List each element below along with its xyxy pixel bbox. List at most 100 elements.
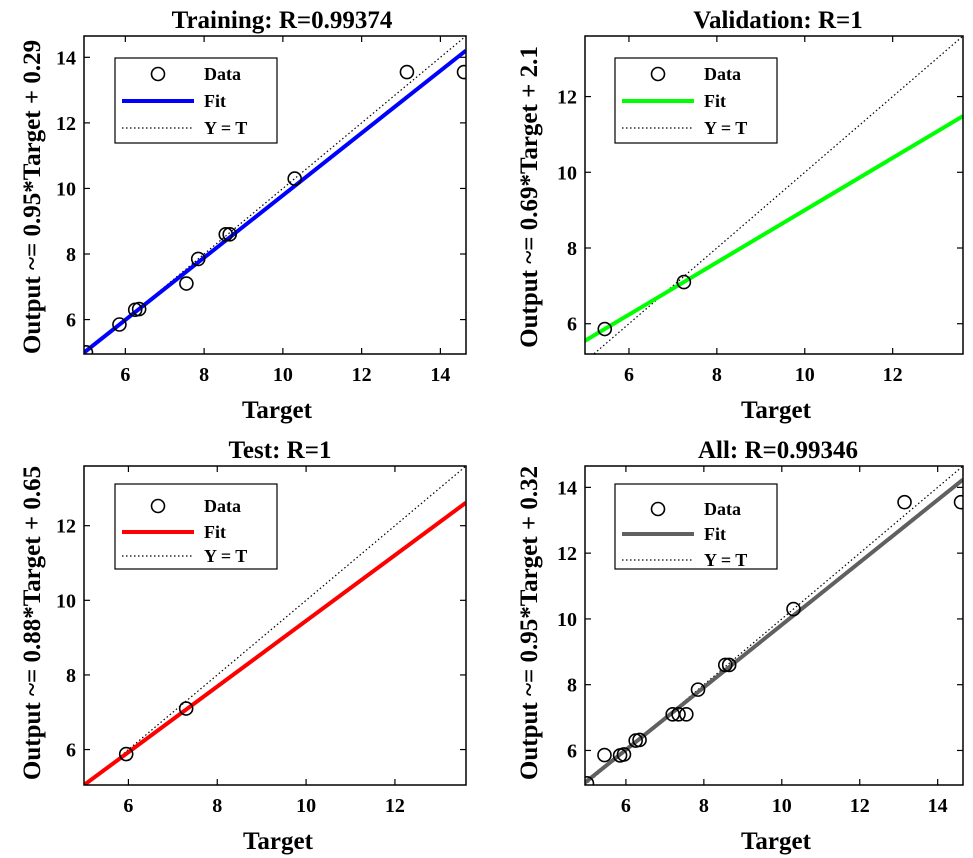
x-tick-label: 12 xyxy=(352,364,372,386)
plot-content xyxy=(585,466,963,785)
plot-content xyxy=(84,36,466,354)
legend: Data Fit Y = T xyxy=(114,483,278,570)
x-axis-label: Target xyxy=(243,828,314,855)
legend-data-marker xyxy=(150,498,166,514)
y-tick-label: 8 xyxy=(66,665,76,687)
data-point xyxy=(179,276,194,291)
data-point xyxy=(222,227,238,242)
data-point xyxy=(721,657,737,673)
legend: Data Fit Y = T xyxy=(114,57,278,144)
y-tick-label: 14 xyxy=(557,477,577,499)
y-tick-label: 6 xyxy=(66,310,76,332)
y-tick-label: 10 xyxy=(557,609,577,631)
y-tick-label: 12 xyxy=(56,516,76,538)
data-point xyxy=(178,701,194,716)
x-tick-label: 12 xyxy=(385,795,405,817)
data-point xyxy=(953,494,963,510)
y-tick-label: 14 xyxy=(56,47,76,69)
x-tick-label: 6 xyxy=(624,364,634,386)
legend-fit-label: Fit xyxy=(704,91,726,111)
panel-title: All: R=0.99346 xyxy=(698,437,858,464)
x-tick-label: 10 xyxy=(273,364,293,386)
data-point xyxy=(287,171,302,186)
x-tick-label: 10 xyxy=(296,795,316,817)
y-tick-label: 12 xyxy=(56,113,76,135)
y-tick-label: 6 xyxy=(567,314,577,336)
x-tick-label: 8 xyxy=(712,364,722,386)
x-tick-label: 14 xyxy=(928,795,948,817)
x-tick-label: 6 xyxy=(123,795,133,817)
x-axis-label: Target xyxy=(242,397,313,424)
x-tick-label: 6 xyxy=(621,795,631,817)
data-point xyxy=(597,321,613,337)
x-tick-label: 10 xyxy=(772,795,792,817)
data-point xyxy=(118,746,134,762)
panel-title: Test: R=1 xyxy=(229,437,332,464)
data-point xyxy=(679,706,694,722)
data-point xyxy=(456,64,466,80)
y-tick-label: 12 xyxy=(557,543,577,565)
axes-box xyxy=(584,465,964,786)
identity-line xyxy=(585,466,963,785)
identity-line xyxy=(84,36,466,354)
legend-fit-label: Fit xyxy=(204,522,226,542)
y-axis-label: Output ~= 0.95*Target + 0.29 xyxy=(19,40,46,354)
x-tick-label: 8 xyxy=(199,364,209,386)
legend-box xyxy=(114,483,278,570)
legend-fit-label: Fit xyxy=(704,524,726,544)
legend-data-label: Data xyxy=(204,496,241,516)
y-axis-label: Output ~= 0.95*Target + 0.32 xyxy=(516,466,543,780)
axes-box xyxy=(83,35,467,355)
x-axis-label: Target xyxy=(741,397,812,424)
identity-line xyxy=(85,466,466,785)
y-axis-label: Output ~= 0.69*Target + 2.1 xyxy=(516,46,543,348)
data-point xyxy=(786,601,801,617)
plot-content xyxy=(84,466,466,785)
x-axis-label: Target xyxy=(741,828,812,855)
data-point xyxy=(897,494,912,510)
y-tick-label: 10 xyxy=(557,162,577,184)
data-point xyxy=(112,317,127,332)
x-tick-label: 6 xyxy=(120,364,130,386)
x-tick-label: 14 xyxy=(430,364,450,386)
legend-data-marker xyxy=(150,66,166,82)
panel-title: Training: R=0.99374 xyxy=(172,7,393,34)
data-point xyxy=(671,706,686,722)
data-point xyxy=(597,747,612,763)
y-axis-label: Output ~= 0.88*Target + 0.65 xyxy=(19,466,46,780)
legend-identity-label: Y = T xyxy=(204,546,247,566)
panel-title: Validation: R=1 xyxy=(693,7,863,34)
y-tick-label: 12 xyxy=(557,87,577,109)
data-point xyxy=(218,227,234,242)
data-point xyxy=(717,657,733,673)
panel-test: Test: R=1 Output ~= 0.88*Target + 0.65 T… xyxy=(19,437,467,855)
y-tick-label: 8 xyxy=(66,244,76,266)
legend-fit-label: Fit xyxy=(204,91,226,111)
x-tick-label: 12 xyxy=(883,364,903,386)
y-tick-label: 6 xyxy=(567,740,577,762)
axes-box xyxy=(584,35,964,355)
legend-data-label: Data xyxy=(204,64,241,84)
legend-data-label: Data xyxy=(704,499,741,519)
data-point xyxy=(190,251,206,267)
x-tick-label: 8 xyxy=(212,795,222,817)
data-point xyxy=(616,747,632,762)
legend: Data Fit Y = T xyxy=(614,57,778,144)
data-point xyxy=(690,682,706,697)
plot-content xyxy=(585,36,963,354)
legend-box xyxy=(614,483,778,570)
identity-line xyxy=(592,36,963,354)
data-point xyxy=(131,301,147,317)
data-point xyxy=(585,776,595,785)
legend-data-marker xyxy=(650,501,666,517)
panel-validation: Validation: R=1 Output ~= 0.69*Target + … xyxy=(516,7,964,424)
legend-identity-label: Y = T xyxy=(704,118,747,138)
fit-line xyxy=(84,501,466,785)
data-point xyxy=(399,64,415,80)
y-tick-label: 10 xyxy=(56,590,76,612)
legend-data-marker xyxy=(650,66,666,82)
legend: Data Fit Y = T xyxy=(614,483,778,570)
legend-identity-label: Y = T xyxy=(704,550,747,570)
legend-data-label: Data xyxy=(704,64,741,84)
